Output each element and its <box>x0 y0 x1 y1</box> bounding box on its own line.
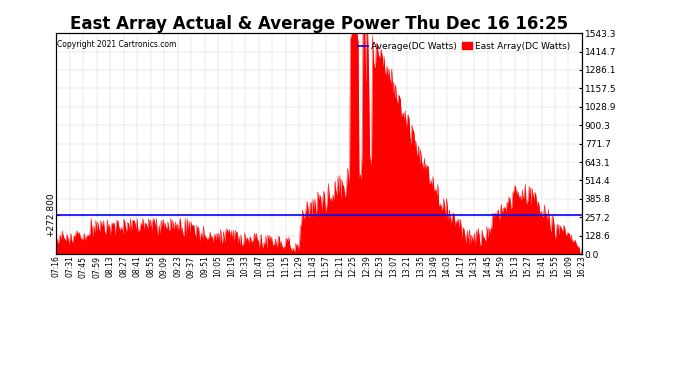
Text: Copyright 2021 Cartronics.com: Copyright 2021 Cartronics.com <box>57 40 177 49</box>
Legend: Average(DC Watts), East Array(DC Watts): Average(DC Watts), East Array(DC Watts) <box>356 40 572 53</box>
Title: East Array Actual & Average Power Thu Dec 16 16:25: East Array Actual & Average Power Thu De… <box>70 15 569 33</box>
